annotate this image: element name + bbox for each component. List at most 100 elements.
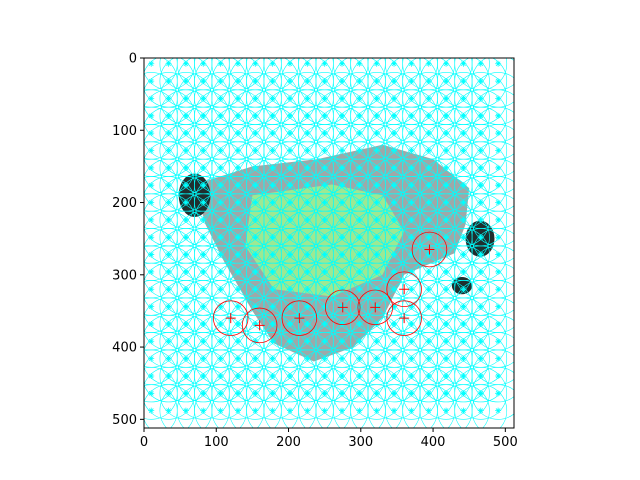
keypoint-marker xyxy=(234,95,241,102)
keypoint-marker xyxy=(443,320,450,327)
keypoint-marker xyxy=(148,303,155,310)
keypoint-marker xyxy=(391,286,398,293)
keypoint-marker xyxy=(408,268,415,275)
keypoint-marker xyxy=(425,130,432,137)
keypoint-marker xyxy=(495,130,502,137)
keypoint-marker xyxy=(286,95,293,102)
keypoint-marker xyxy=(425,303,432,310)
keypoint-marker xyxy=(460,112,467,119)
keypoint-marker xyxy=(443,390,450,397)
x-axis: 0 100 200 300 400 500 xyxy=(140,428,518,450)
keypoint-marker xyxy=(182,147,189,154)
keypoint-marker xyxy=(356,112,363,119)
keypoint-marker xyxy=(339,182,346,189)
keypoint-marker xyxy=(269,338,276,345)
keypoint-marker xyxy=(408,286,415,293)
keypoint-marker xyxy=(252,390,259,397)
keypoint-marker xyxy=(200,199,207,206)
keypoint-marker xyxy=(252,268,259,275)
keypoint-marker xyxy=(443,216,450,223)
keypoint-marker xyxy=(304,390,311,397)
keypoint-marker xyxy=(148,95,155,102)
keypoint-marker xyxy=(165,372,172,379)
keypoint-marker xyxy=(408,355,415,362)
keypoint-marker xyxy=(286,199,293,206)
highlight-marker xyxy=(399,284,410,295)
highlight-marker xyxy=(337,302,348,313)
keypoint-marker xyxy=(477,234,484,241)
keypoint-marker xyxy=(217,338,224,345)
keypoint-marker xyxy=(356,407,363,414)
keypoint-marker xyxy=(148,130,155,137)
keypoint-circle xyxy=(454,366,508,420)
keypoint-marker xyxy=(460,164,467,171)
keypoint-marker xyxy=(304,199,311,206)
keypoint-marker xyxy=(391,60,398,67)
keypoint-marker xyxy=(356,60,363,67)
keypoint-marker xyxy=(321,216,328,223)
keypoint-marker xyxy=(460,199,467,206)
keypoint-marker xyxy=(165,199,172,206)
keypoint-marker xyxy=(252,199,259,206)
keypoint-marker xyxy=(443,303,450,310)
keypoint-marker xyxy=(373,147,380,154)
keypoint-marker xyxy=(148,251,155,258)
keypoint-marker xyxy=(269,130,276,137)
keypoint-marker xyxy=(339,251,346,258)
keypoint-marker xyxy=(234,320,241,327)
x-tick-label: 200 xyxy=(276,435,301,450)
keypoint-marker xyxy=(460,355,467,362)
keypoint-marker xyxy=(321,372,328,379)
keypoint-marker xyxy=(269,286,276,293)
keypoint-marker xyxy=(477,407,484,414)
keypoint-marker xyxy=(200,95,207,102)
keypoint-marker xyxy=(373,60,380,67)
keypoint-marker xyxy=(304,407,311,414)
keypoint-marker xyxy=(373,164,380,171)
keypoint-marker xyxy=(148,372,155,379)
keypoint-marker xyxy=(321,355,328,362)
keypoint-marker xyxy=(182,303,189,310)
keypoint-marker xyxy=(304,78,311,85)
keypoint-marker xyxy=(286,182,293,189)
keypoint-marker xyxy=(182,407,189,414)
keypoint-marker xyxy=(200,268,207,275)
keypoint-marker xyxy=(408,234,415,241)
keypoint-marker xyxy=(269,251,276,258)
keypoint-marker xyxy=(286,112,293,119)
keypoint-marker xyxy=(304,251,311,258)
keypoint-marker xyxy=(356,130,363,137)
keypoint-marker xyxy=(443,112,450,119)
keypoint-marker xyxy=(477,78,484,85)
keypoint-marker xyxy=(460,78,467,85)
keypoint-marker xyxy=(148,164,155,171)
keypoint-marker xyxy=(217,286,224,293)
keypoint-marker xyxy=(200,182,207,189)
keypoint-marker xyxy=(304,303,311,310)
keypoint-marker xyxy=(234,182,241,189)
keypoint-marker xyxy=(356,199,363,206)
keypoint-marker xyxy=(304,216,311,223)
keypoint-marker xyxy=(252,60,259,67)
keypoint-marker xyxy=(477,95,484,102)
keypoint-marker xyxy=(356,251,363,258)
keypoint-marker xyxy=(269,320,276,327)
keypoint-marker xyxy=(217,268,224,275)
keypoint-marker xyxy=(460,216,467,223)
keypoint-marker xyxy=(373,320,380,327)
keypoint-marker xyxy=(391,182,398,189)
keypoint-marker xyxy=(200,164,207,171)
keypoint-marker xyxy=(460,407,467,414)
keypoint-marker xyxy=(217,147,224,154)
keypoint-marker xyxy=(286,78,293,85)
keypoint-marker xyxy=(182,112,189,119)
keypoint-marker xyxy=(339,338,346,345)
keypoint-marker xyxy=(217,130,224,137)
keypoint-marker xyxy=(425,320,432,327)
keypoint-marker xyxy=(182,355,189,362)
axes-frame xyxy=(143,57,515,429)
keypoint-marker xyxy=(182,372,189,379)
keypoint-marker xyxy=(321,199,328,206)
keypoint-marker xyxy=(182,182,189,189)
keypoint-marker xyxy=(391,164,398,171)
